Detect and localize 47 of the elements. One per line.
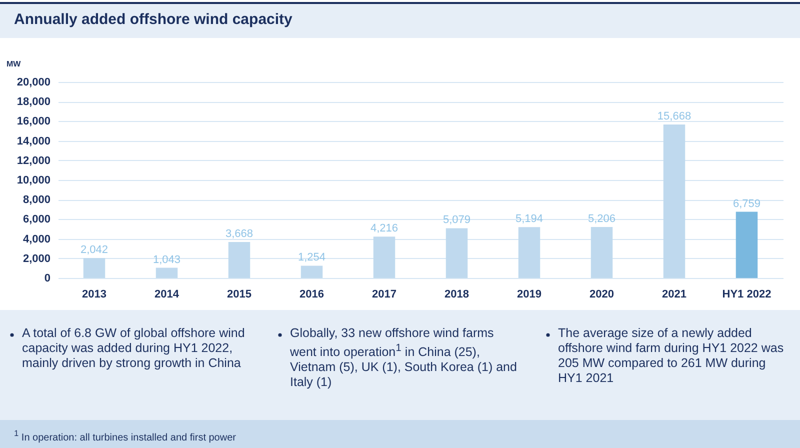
x-tick-label: 2014: [154, 288, 180, 300]
data-label: 5,194: [515, 213, 544, 226]
text: A total of 6.8 GW of global offshore wind capacity was added during HY1 2022, mainly driven by strong growth in China: [22, 326, 246, 371]
x-tick-label: 2019: [517, 288, 542, 300]
bar: [83, 258, 106, 278]
text: The average size of a newly added offshore wind farm during HY1 2022 was 205 MW compared to 261 MW during HY1 2021: [558, 326, 785, 386]
data-label: 4,216: [370, 222, 398, 235]
data-label: 1,254: [298, 252, 326, 264]
x-tick-label: 2020: [590, 288, 614, 300]
y-tick-label: 8,000: [22, 194, 50, 206]
chart-title: Annually added offshore wind capacity: [14, 11, 292, 28]
y-tick-label: 10,000: [16, 174, 50, 186]
y-tick-label: 4,000: [22, 233, 50, 246]
text: $^{1}$ In operation: all turbines installed and first power: [14, 428, 236, 444]
x-tick-label: HY1 2022: [722, 288, 772, 300]
data-label: 3,668: [225, 228, 254, 240]
bar: [663, 124, 686, 278]
y-tick-label: 12,000: [16, 154, 50, 167]
bar: [156, 268, 178, 278]
data-label: 1,043: [152, 254, 181, 266]
x-tick-label: 2017: [372, 288, 396, 300]
data-label: 15,668: [657, 110, 692, 122]
text: Globally, 33 new offshore wind farms went into operation$^{1}$ in China (25), Vietnam (5), UK (1), South Korea (1) and Italy (1): [290, 326, 518, 390]
bar: [300, 266, 323, 278]
bar: [373, 236, 396, 278]
bar: [228, 242, 250, 278]
y-tick-label: 20,000: [16, 76, 50, 88]
y-tick-label: 14,000: [16, 135, 50, 148]
x-tick-label: 2021: [662, 288, 686, 300]
data-label: 2,042: [80, 244, 108, 256]
bar: [446, 228, 468, 278]
x-tick-label: 2013: [82, 288, 106, 300]
bar: [518, 227, 540, 278]
bar: [590, 226, 613, 278]
x-tick-label: 2016: [300, 288, 324, 300]
x-tick-label: 2018: [444, 288, 469, 300]
data-label: 6,759: [732, 198, 761, 210]
y-tick-label: 16,000: [16, 116, 50, 128]
y-tick-label: 0: [44, 272, 50, 284]
y-tick-label: 18,000: [16, 96, 50, 108]
data-label: 5,206: [588, 212, 616, 225]
y-tick-label: 6,000: [22, 214, 50, 226]
y-axis-title: MW: [6, 60, 22, 68]
x-tick-label: 2015: [227, 288, 252, 300]
y-tick-label: 2,000: [22, 252, 50, 265]
bar: [736, 212, 758, 278]
data-label: 5,079: [442, 214, 471, 226]
